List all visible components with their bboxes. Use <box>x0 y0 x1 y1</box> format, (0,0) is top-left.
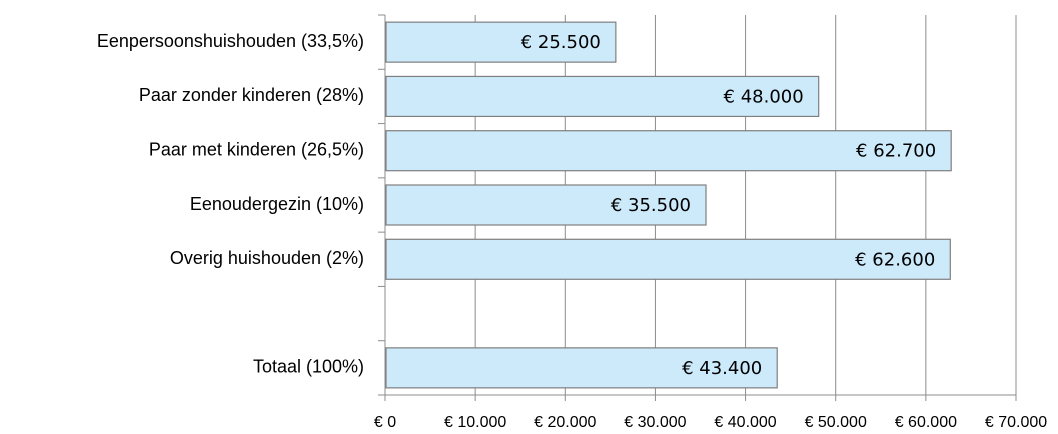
value-label: € 48.000 <box>724 86 804 107</box>
x-tick-label: € 70.000 <box>985 414 1047 431</box>
category-label: Paar zonder kinderen (28%) <box>139 85 364 105</box>
category-label: Eenoudergezin (10%) <box>190 194 364 214</box>
value-label: € 62.600 <box>855 249 935 270</box>
value-label: € 35.500 <box>611 195 691 216</box>
category-label: Paar met kinderen (26,5%) <box>149 139 364 159</box>
value-label: € 43.400 <box>682 358 762 379</box>
x-tick-label: € 0 <box>374 414 396 431</box>
x-tick-label: € 60.000 <box>895 414 957 431</box>
category-label: Eenpersoonshuishouden (33,5%) <box>97 31 364 51</box>
category-label: Overig huishouden (2%) <box>170 248 364 268</box>
bar <box>385 238 951 280</box>
bar <box>385 184 707 226</box>
bar <box>385 75 820 118</box>
value-label: € 62.700 <box>856 141 936 162</box>
value-label: € 25.500 <box>521 32 601 53</box>
bar <box>385 347 778 389</box>
category-label: Totaal (100%) <box>253 357 364 377</box>
x-tick-label: € 30.000 <box>624 414 686 431</box>
bar <box>385 130 952 172</box>
x-tick-label: € 40.000 <box>714 414 776 431</box>
bar <box>385 21 617 63</box>
x-tick-label: € 20.000 <box>534 414 596 431</box>
x-tick-label: € 10.000 <box>444 414 506 431</box>
x-tick-label: € 50.000 <box>805 414 867 431</box>
